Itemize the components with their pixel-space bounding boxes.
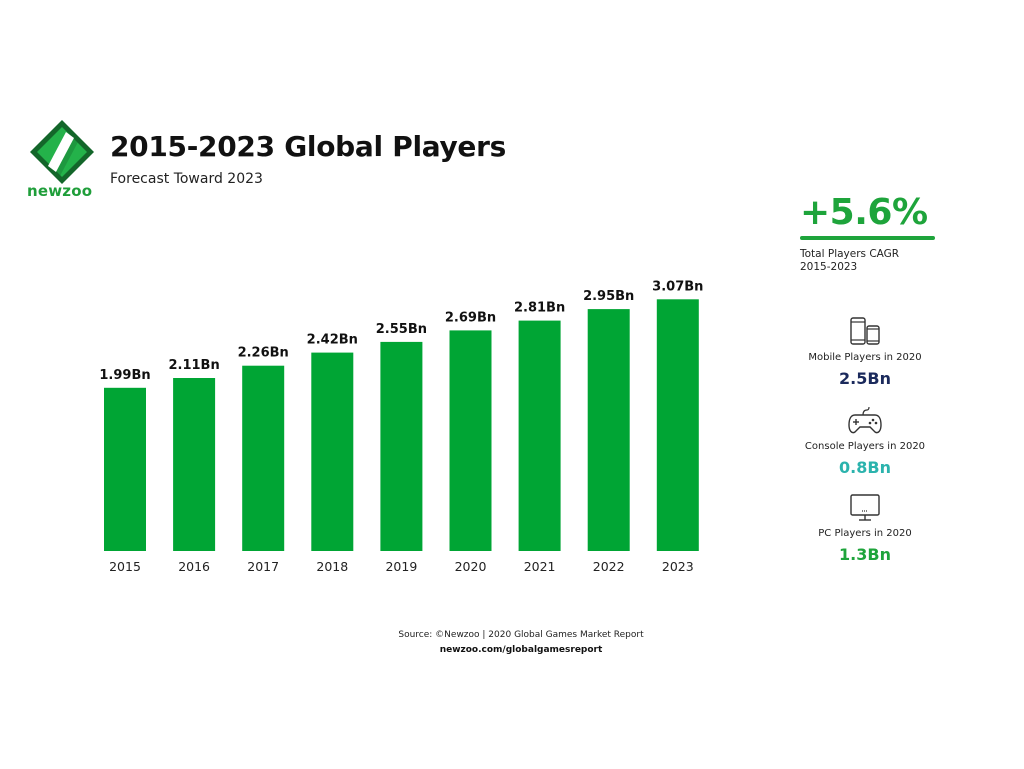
cagr-label-line2: 2015-2023 [800,261,858,273]
chart-subtitle: Forecast Toward 2023 [110,171,263,187]
x-tick-2022: 2022 [593,559,625,574]
x-tick-2015: 2015 [109,559,141,574]
data-label-2023: 3.07Bn [652,279,703,294]
bar-2019 [380,341,423,551]
cagr-value: +5.6% [800,192,928,233]
bar-2015 [104,387,146,551]
source-url: newzoo.com/globalgamesreport [439,645,603,655]
data-label-2020: 2.69Bn [445,310,496,325]
bar-2023 [656,299,699,551]
data-label-2015: 1.99Bn [99,368,150,383]
bar-2022 [587,309,630,551]
stat-mobile: Mobile Players in 2020 2.5Bn [790,316,940,388]
x-tick-2023: 2023 [662,559,694,574]
stat-console: Console Players in 2020 0.8Bn [790,405,940,477]
data-label-2019: 2.55Bn [376,322,427,337]
stat-mobile-label: Mobile Players in 2020 [808,352,922,363]
data-label-2017: 2.26Bn [238,346,289,361]
x-tick-2018: 2018 [316,559,348,574]
stat-console-value: 0.8Bn [839,458,891,477]
bar-chart: 1.99Bn 2015 2.11Bn 2016 2.26Bn 2017 2.42Bn 2018… [99,279,703,574]
source-note: Source: ©Newzoo | 2020 Global Games Mark… [398,630,644,640]
stat-pc: PC Players in 2020 1.3Bn [790,492,940,564]
gamepad-icon [848,406,882,434]
bar-2021 [518,320,561,551]
x-tick-2016: 2016 [178,559,210,574]
cagr-underline [800,236,935,240]
bar-2017 [242,365,285,551]
stat-mobile-value: 2.5Bn [839,369,891,388]
stat-pc-label: PC Players in 2020 [818,528,912,539]
chart-title: 2015-2023 Global Players [110,130,506,163]
data-label-2022: 2.95Bn [583,289,634,304]
x-tick-2021: 2021 [524,559,556,574]
stat-pc-value: 1.3Bn [839,545,891,564]
x-tick-2019: 2019 [385,559,417,574]
brand-name: newzoo [27,182,93,200]
cagr-label: Total Players CAGR 2015-2023 [800,248,899,274]
bar-2018 [311,352,354,551]
x-tick-2017: 2017 [247,559,279,574]
x-tick-2020: 2020 [455,559,487,574]
newzoo-logo [30,120,94,184]
data-label-2016: 2.11Bn [168,358,219,373]
pc-monitor-icon [850,494,880,521]
cagr-label-line1: Total Players CAGR [800,248,900,260]
data-label-2021: 2.81Bn [514,301,565,316]
data-label-2018: 2.42Bn [307,333,358,348]
stat-console-label: Console Players in 2020 [804,441,926,452]
bar-2016 [173,378,216,551]
bar-2020 [449,330,492,551]
mobile-devices-icon [850,317,880,345]
